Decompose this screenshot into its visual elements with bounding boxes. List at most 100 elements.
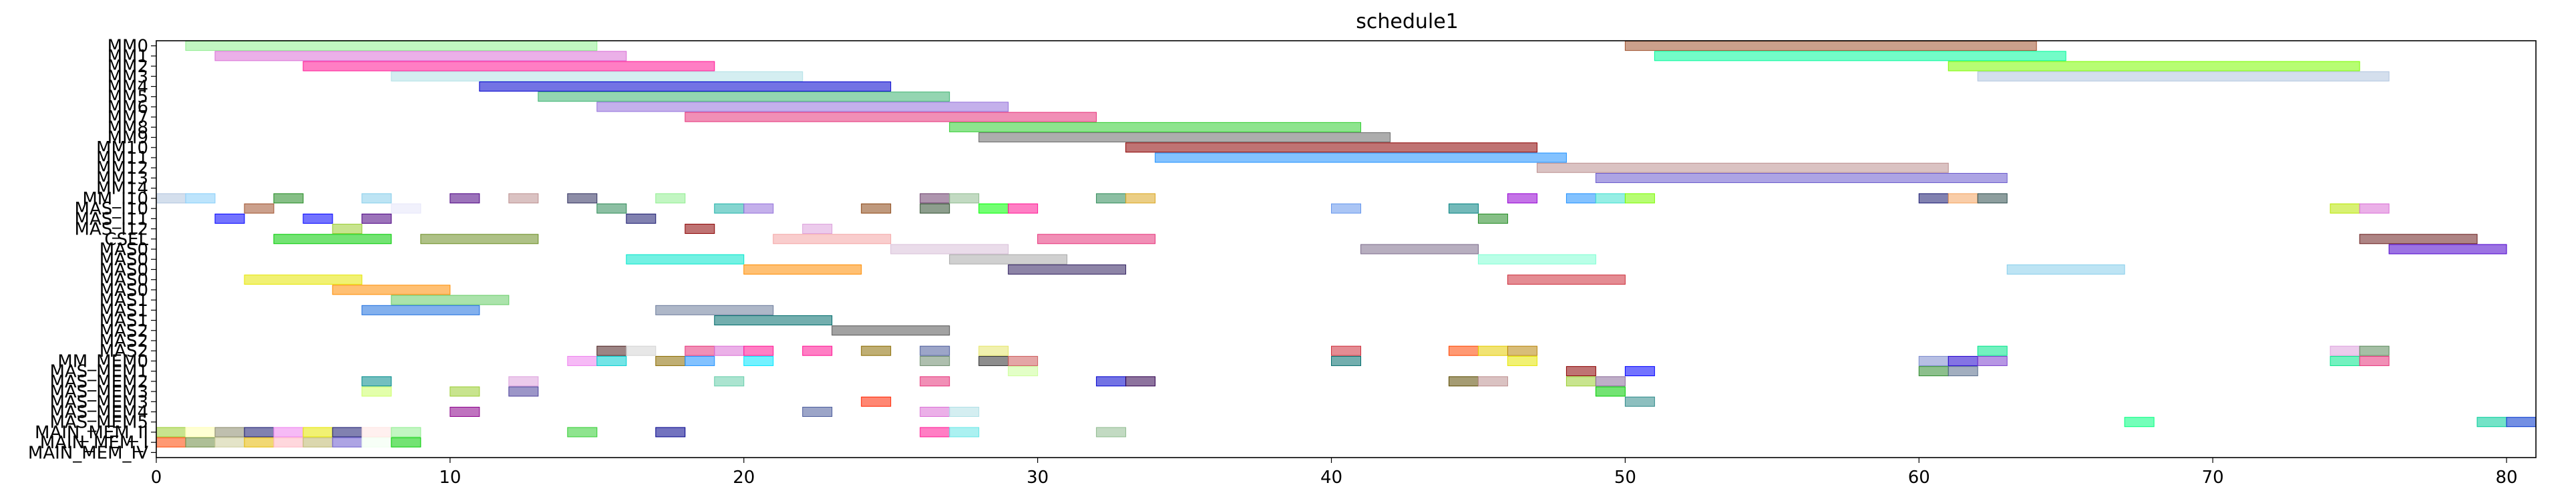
schedule-bar-150 — [920, 427, 950, 438]
schedule-bar-12 — [949, 122, 1361, 132]
schedule-bar-60 — [773, 234, 892, 244]
schedule-bar-32 — [1595, 193, 1626, 204]
y-tick-label-32: MAS_MEM1 — [49, 362, 148, 382]
y-tick-label-29: MAS2 — [100, 331, 148, 351]
schedule-bar-100 — [743, 355, 774, 366]
bars-layer — [156, 41, 2537, 448]
schedule-bar-86 — [861, 345, 892, 356]
y-tick-label-24: MAS0 — [100, 281, 148, 301]
schedule-bar-7 — [1977, 71, 2390, 81]
schedule-bar-134 — [920, 407, 950, 418]
schedule-bar-39 — [596, 203, 627, 214]
schedule-bar-120 — [1096, 376, 1127, 387]
schedule-bar-109 — [2330, 355, 2360, 366]
schedule-bar-79 — [832, 325, 950, 336]
schedule-bar-25 — [655, 193, 686, 204]
schedule-bar-54 — [1477, 213, 1508, 224]
y-tick-label-3: MM3 — [108, 67, 148, 87]
schedule-bar-69 — [743, 264, 862, 275]
schedule-bar-71 — [2006, 264, 2125, 275]
y-tick-label-8: MM8 — [108, 118, 148, 138]
y-tick-label-17: MAS_I11 — [75, 209, 148, 229]
schedule-bar-126 — [361, 386, 392, 397]
schedule-bar-41 — [743, 203, 774, 214]
schedule-bar-103 — [1008, 355, 1039, 366]
schedule-bar-99 — [685, 355, 715, 366]
schedule-bar-112 — [1566, 366, 1596, 377]
y-tick-label-10: MM10 — [96, 138, 148, 158]
schedule-bar-38 — [391, 203, 421, 214]
schedule-bar-127 — [449, 386, 480, 397]
schedule-bar-22 — [449, 193, 480, 204]
schedule-bar-132 — [449, 407, 480, 418]
y-tick-label-6: MM6 — [108, 98, 148, 118]
schedule-bar-95 — [2359, 345, 2390, 356]
schedule-bar-148 — [567, 427, 598, 438]
schedule-bar-45 — [1008, 203, 1039, 214]
schedule-bar-108 — [1977, 355, 2008, 366]
schedule-bar-63 — [890, 244, 1009, 255]
schedule-bar-28 — [1096, 193, 1127, 204]
schedule-bar-31 — [1566, 193, 1596, 204]
schedule-bar-70 — [1008, 264, 1127, 275]
schedule-bar-58 — [273, 234, 392, 244]
y-tick-label-22: MAS0 — [100, 260, 148, 280]
y-tick-label-25: MAS1 — [100, 291, 148, 311]
schedule-bar-1 — [1624, 41, 2037, 51]
schedule-bar-74 — [332, 285, 451, 295]
schedule-bar-65 — [2388, 244, 2507, 255]
schedule-bar-113 — [1624, 366, 1655, 377]
y-tick-label-37: MAS_MEM5 — [49, 413, 148, 433]
y-tick-label-9: MM9 — [108, 128, 148, 148]
schedule-bar-137 — [2476, 417, 2507, 428]
schedule-bar-143 — [273, 427, 304, 438]
y-tick-label-18: MAS_I12 — [75, 220, 148, 240]
schedule-bar-118 — [714, 376, 745, 387]
schedule-bar-102 — [978, 355, 1009, 366]
schedule-bar-160 — [361, 437, 392, 448]
schedule-bar-11 — [685, 112, 1097, 122]
schedule-bar-101 — [920, 355, 950, 366]
schedule-bar-98 — [655, 355, 686, 366]
schedule-bar-76 — [361, 305, 480, 315]
schedule-bar-133 — [802, 407, 833, 418]
x-tick-label-7: 70 — [2202, 468, 2224, 488]
schedule-bar-51 — [303, 213, 333, 224]
schedule-bar-122 — [1448, 376, 1479, 387]
schedule-bar-121 — [1125, 376, 1156, 387]
schedule-bar-24 — [567, 193, 598, 204]
schedule-bar-124 — [1566, 376, 1596, 387]
chart-title: schedule1 — [1356, 10, 1459, 33]
schedule-bar-36 — [1977, 193, 2008, 204]
schedule-bar-35 — [1948, 193, 1978, 204]
y-tick-label-7: MM7 — [108, 108, 148, 128]
schedule-bar-68 — [1477, 254, 1596, 265]
schedule-bar-52 — [361, 213, 392, 224]
schedule-bar-6 — [391, 71, 803, 81]
schedule-bar-10 — [596, 102, 1009, 112]
schedule-bar-55 — [332, 224, 363, 234]
schedule-bar-47 — [1448, 203, 1479, 214]
schedule-bar-161 — [391, 437, 421, 448]
schedule-bar-84 — [743, 345, 774, 356]
y-tick-label-28: MAS2 — [100, 321, 148, 341]
schedule-bar-73 — [1507, 275, 1626, 285]
schedule-bar-66 — [626, 254, 745, 265]
x-tick-label-0: 0 — [151, 468, 162, 488]
schedule-bar-50 — [214, 213, 245, 224]
schedule-bar-48 — [2330, 203, 2360, 214]
schedule-bar-116 — [361, 376, 392, 387]
schedule-bar-114 — [1918, 366, 1949, 377]
schedule-bar-158 — [303, 437, 333, 448]
y-tick-label-33: MAS_MEM2 — [49, 372, 148, 392]
schedule-bar-5 — [1948, 61, 2360, 71]
schedule-bar-62 — [2359, 234, 2478, 244]
schedule-bar-19 — [185, 193, 216, 204]
schedule-bar-111 — [1008, 366, 1039, 377]
schedule-bar-49 — [2359, 203, 2390, 214]
y-axis-ticks: MM0MM1MM2MM3MM4MM5MM6MM7MM8MM9MM10MM11MM… — [28, 37, 156, 463]
schedule-bar-105 — [1507, 355, 1537, 366]
schedule-bar-20 — [273, 193, 304, 204]
